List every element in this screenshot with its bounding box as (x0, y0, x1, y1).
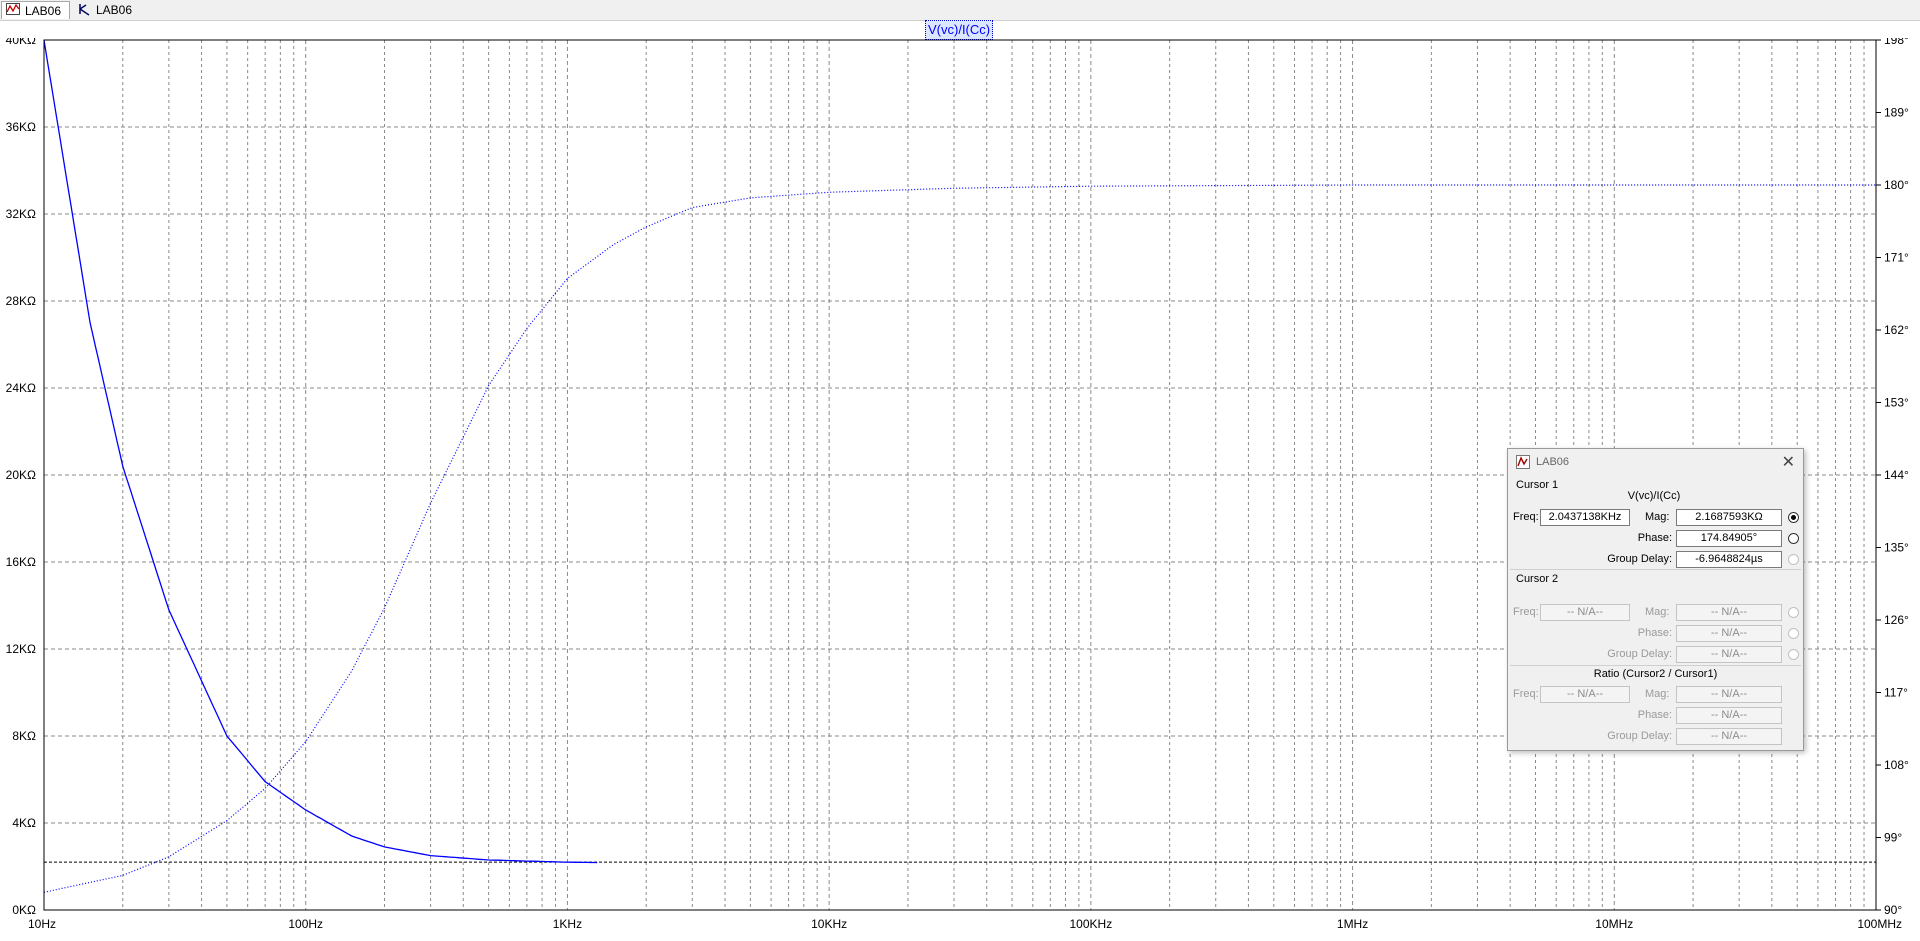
y-right-tick-label: 144° (1884, 468, 1909, 482)
y-left-tick-label: 36KΩ (6, 120, 36, 134)
y-right-tick-label: 198° (1884, 38, 1909, 47)
cursor1-trace-name: V(vc)/I(Cc) (1627, 490, 1681, 502)
tab-schematic-label: LAB06 (96, 3, 133, 17)
y-left-tick-label: 32KΩ (6, 207, 36, 221)
y-left-tick-label: 40KΩ (6, 38, 36, 47)
y-left-tick-labels: 0KΩ 4KΩ 8KΩ 12KΩ 16KΩ 20KΩ 24KΩ 28KΩ 32KΩ 36KΩ 40K… (6, 38, 36, 917)
x-tick-label: 1KHz (553, 917, 582, 931)
y-right-tick-label: 108° (1884, 758, 1909, 772)
y-right-tick-label: 189° (1884, 106, 1909, 120)
y-left-tick-label: 0KΩ (12, 903, 36, 917)
y-left-tick-label: 12KΩ (6, 642, 36, 656)
y-right-tick-label: 135° (1884, 541, 1909, 555)
cursor1-header: Cursor 1 (1516, 479, 1559, 491)
cursor2-gd-label: Group Delay: (1607, 648, 1672, 660)
cursor1-phase-label: Phase: (1637, 532, 1672, 544)
y-right-tick-labels: 90° 99° 108° 117° 126° 135° 144° 153° 162° 171° 18… (1876, 38, 1909, 917)
tab-waveform[interactable]: LAB06 (1, 1, 71, 19)
divider (1510, 569, 1801, 570)
ratio-phase-label: Phase: (1637, 709, 1672, 721)
cursor1-mag-radio[interactable] (1788, 512, 1799, 523)
probe-icon (1516, 455, 1530, 472)
cursor2-freq-label: Freq: (1513, 606, 1539, 618)
y-right-tick-label: 153° (1884, 396, 1909, 410)
x-tick-label: 1MHz (1337, 917, 1368, 931)
plot-title[interactable]: V(vc)/I(Cc) (925, 20, 994, 40)
x-tick-label: 100KHz (1070, 917, 1113, 931)
cursor2-mag-radio[interactable] (1788, 607, 1799, 618)
y-right-tick-label: 90° (1884, 903, 1902, 917)
x-tick-label: 10KHz (811, 917, 847, 931)
y-left-tick-label: 20KΩ (6, 468, 36, 482)
y-left-tick-label: 4KΩ (12, 816, 36, 830)
x-tick-label: 100MHz (1857, 917, 1902, 931)
ratio-freq-label: Freq: (1513, 688, 1539, 700)
waveform-icon (6, 3, 20, 18)
y-right-tick-label: 126° (1884, 613, 1909, 627)
cursor2-gd-radio[interactable] (1788, 649, 1799, 660)
cursor1-freq-label: Freq: (1513, 511, 1539, 523)
cursor2-mag-label: Mag: (1645, 606, 1670, 618)
phase-trace (43, 184, 1876, 893)
divider (1510, 665, 1801, 666)
cursor1-gd-label: Group Delay: (1607, 553, 1672, 565)
dialog-titlebar[interactable]: LAB06 ✕ (1508, 449, 1803, 475)
x-tick-labels: 10Hz 100Hz 1KHz 10KHz 100KHz 1MHz 10MHz 100MHz (28, 917, 1902, 931)
tab-bar: LAB06 LAB06 (0, 0, 1920, 21)
x-tick-label: 10MHz (1595, 917, 1633, 931)
y-left-tick-label: 28KΩ (6, 294, 36, 308)
trace-layer (43, 39, 1876, 893)
cursor2-phase-field[interactable]: -- N/A-- (1676, 625, 1782, 642)
x-tick-label: 100Hz (288, 917, 323, 931)
cursor1-mag-label: Mag: (1645, 511, 1670, 523)
cursor1-gd-radio[interactable] (1788, 554, 1799, 565)
ratio-phase-field[interactable]: -- N/A-- (1676, 707, 1782, 724)
cursor1-phase-field[interactable]: 174.84905° (1676, 530, 1782, 547)
y-right-tick-label: 117° (1884, 686, 1908, 700)
schematic-icon (77, 2, 91, 19)
cursor1-phase-radio[interactable] (1788, 533, 1799, 544)
y-right-tick-label: 162° (1884, 323, 1909, 337)
magnitude-trace (43, 39, 598, 864)
ratio-mag-field[interactable]: -- N/A-- (1676, 686, 1782, 703)
close-icon[interactable]: ✕ (1781, 454, 1795, 471)
y-right-tick-label: 171° (1884, 251, 1909, 265)
ratio-gd-field[interactable]: -- N/A-- (1676, 728, 1782, 745)
cursor2-gd-field[interactable]: -- N/A-- (1676, 646, 1782, 663)
dialog-title: LAB06 (1536, 456, 1570, 468)
ratio-header: Ratio (Cursor2 / Cursor1) (1593, 668, 1718, 680)
ratio-freq-field[interactable]: -- N/A-- (1540, 686, 1630, 703)
cursor1-gd-field[interactable]: -6.9648824µs (1676, 551, 1782, 568)
y-left-tick-label: 16KΩ (6, 555, 36, 569)
cursor2-freq-field[interactable]: -- N/A-- (1540, 604, 1630, 621)
cursor-dialog[interactable]: LAB06 ✕ Cursor 1 V(vc)/I(Cc) Freq: 2.043… (1507, 448, 1804, 751)
y-left-tick-label: 24KΩ (6, 381, 36, 395)
cursor2-phase-label: Phase: (1637, 627, 1672, 639)
tab-waveform-label: LAB06 (25, 3, 62, 18)
cursor2-header: Cursor 2 (1516, 573, 1559, 585)
cursor1-mag-field[interactable]: 2.1687593KΩ (1676, 509, 1782, 526)
x-tick-label: 10Hz (28, 917, 56, 931)
y-right-tick-label: 99° (1884, 831, 1902, 845)
cursor2-mag-field[interactable]: -- N/A-- (1676, 604, 1782, 621)
tab-schematic[interactable]: LAB06 (72, 1, 141, 19)
y-right-tick-label: 180° (1884, 178, 1909, 192)
ratio-mag-label: Mag: (1645, 688, 1670, 700)
y-left-tick-label: 8KΩ (12, 729, 36, 743)
cursor1-freq-field[interactable]: 2.0437138KHz (1540, 509, 1630, 526)
cursor2-phase-radio[interactable] (1788, 628, 1799, 639)
ratio-gd-label: Group Delay: (1607, 730, 1672, 742)
